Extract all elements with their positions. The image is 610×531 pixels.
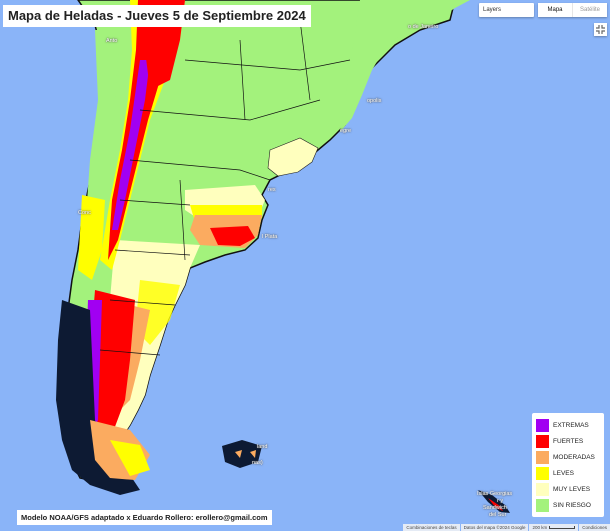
region-frost-fuertes-ba	[210, 226, 255, 246]
legend-label: LEVES	[553, 470, 574, 478]
legend-label: SIN RIESGO	[553, 502, 591, 510]
map-type-map-button[interactable]: Mapa	[538, 3, 573, 17]
place-label: Anto	[106, 38, 118, 44]
legend-item-moderadas: MODERADAS	[536, 450, 600, 466]
legend-label: MODERADAS	[553, 454, 595, 462]
legend-item-extremas: EXTREMAS	[536, 418, 600, 434]
legend-swatch	[536, 435, 549, 449]
legend-swatch	[536, 451, 549, 465]
exit-fullscreen-icon	[596, 25, 605, 34]
keyboard-shortcuts-link[interactable]: Combinaciones de teclas	[403, 524, 460, 531]
map-footer: Combinaciones de teclas Datos del mapa ©…	[402, 524, 610, 531]
place-label: Sandwich	[483, 505, 507, 511]
scale-bar	[549, 526, 576, 530]
legend-swatch	[536, 467, 549, 481]
frost-legend: EXTREMAS FUERTES MODERADAS LEVES MUY LEV…	[532, 413, 604, 517]
legend-item-muy-leves: MUY LEVES	[536, 482, 600, 498]
legend-item-sin-riesgo: SIN RIESGO	[536, 498, 600, 514]
place-label: del Sur	[489, 512, 507, 518]
legend-label: MUY LEVES	[553, 486, 591, 494]
map-title: Mapa de Heladas - Jueves 5 de Septiembre…	[3, 5, 311, 27]
island-south-georgia	[478, 490, 510, 513]
model-credit: Modelo NOAA/GFS adaptado x Eduardo Rolle…	[17, 510, 272, 525]
place-label: land	[257, 444, 268, 450]
legend-swatch	[536, 419, 549, 433]
legend-item-fuertes: FUERTES	[536, 434, 600, 450]
place-label: l Plata	[262, 234, 278, 240]
place-label: r y	[497, 498, 504, 504]
legend-swatch	[536, 499, 549, 513]
place-label: opolis	[367, 98, 382, 104]
scale-label: 200 km	[532, 525, 548, 530]
terms-link[interactable]: Condiciones	[579, 524, 610, 531]
map-data-attribution: Datos del mapa ©2024 Google	[460, 524, 529, 531]
place-label: o de Janeiro	[408, 24, 439, 30]
fullscreen-button[interactable]	[594, 23, 607, 36]
place-label: Islas Georgias	[477, 491, 513, 497]
place-label: nas)	[252, 460, 263, 466]
place-label: res	[268, 187, 276, 193]
scale-indicator[interactable]: 200 km	[529, 524, 579, 531]
place-label: egre	[340, 128, 352, 134]
layers-dropdown[interactable]: Layers	[479, 3, 534, 17]
map-type-satellite-button[interactable]: Satélite	[579, 7, 600, 13]
place-label: Conc	[78, 210, 91, 216]
legend-item-leves: LEVES	[536, 466, 600, 482]
legend-label: FUERTES	[553, 438, 584, 446]
legend-swatch	[536, 483, 549, 497]
island-falklands	[222, 440, 262, 468]
region-uruguay	[267, 137, 319, 177]
map-type-control: Mapa Satélite	[538, 3, 607, 17]
legend-label: EXTREMAS	[553, 422, 589, 430]
